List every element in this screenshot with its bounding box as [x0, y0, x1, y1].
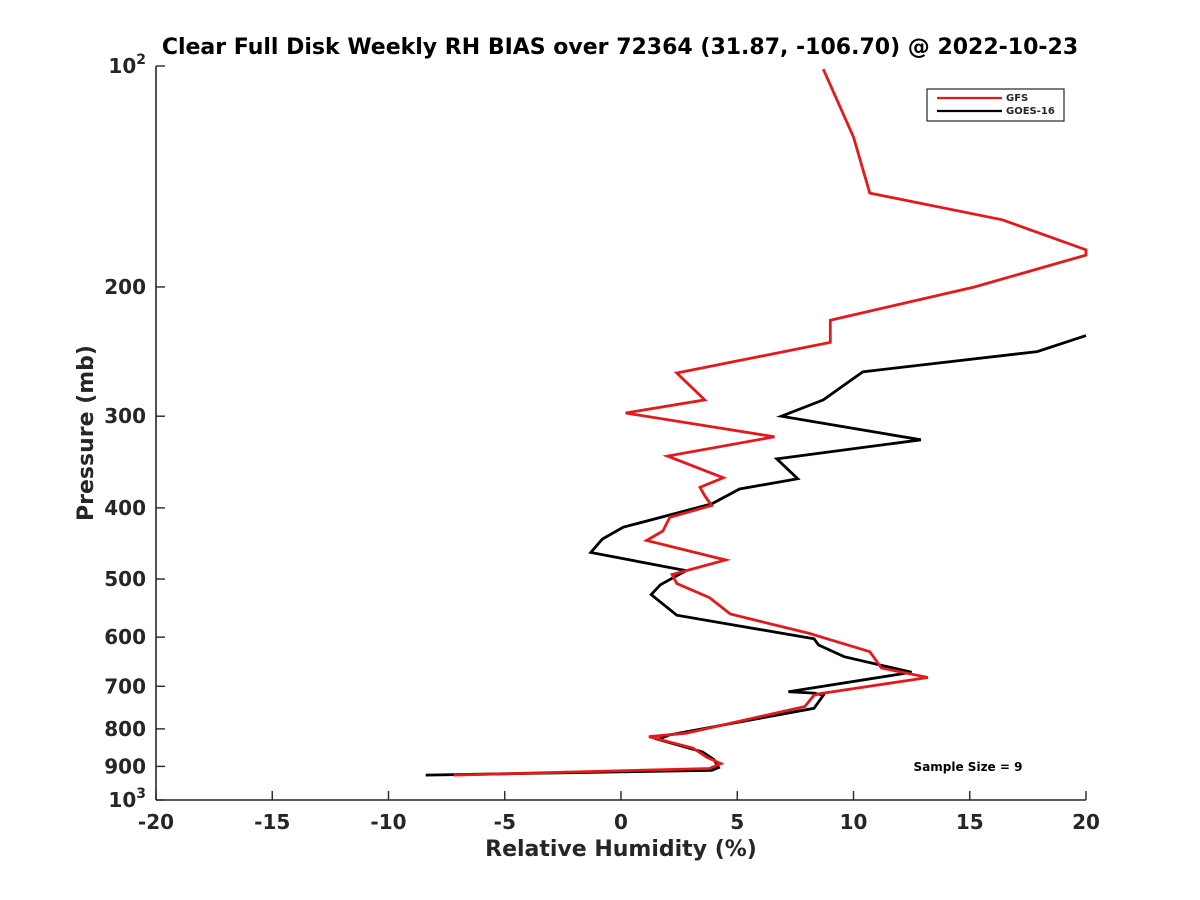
series-layer — [425, 68, 1088, 777]
sample-size-annotation: Sample Size = 9 — [914, 760, 1023, 774]
y-tick-label: 600 — [104, 625, 146, 649]
y-tick-label: 300 — [104, 404, 146, 428]
legend-label-goes16: GOES-16 — [1006, 106, 1055, 117]
x-tick-label: 5 — [730, 810, 744, 834]
x-tick-label: -20 — [138, 810, 174, 834]
x-tick-label: -5 — [494, 810, 516, 834]
y-axis-ticks: 102 200 300 400 500 600 700 800 900 103 — [104, 52, 165, 812]
x-tick-label: 0 — [614, 810, 628, 834]
x-tick-label: -15 — [254, 810, 290, 834]
y-tick-label: 700 — [104, 674, 146, 698]
x-axis-label: Relative Humidity (%) — [485, 837, 757, 862]
x-tick-label: 20 — [1072, 810, 1100, 834]
y-tick-label: 800 — [104, 717, 146, 741]
x-axis-ticks: -20 -15 -10 -5 0 5 10 15 20 — [138, 791, 1100, 834]
plot-background — [156, 66, 1086, 800]
y-tick-label: 200 — [104, 275, 146, 299]
y-tick-label: 103 — [108, 786, 146, 812]
y-tick-label: 500 — [104, 567, 146, 591]
y-tick-label: 400 — [104, 496, 146, 520]
chart-title: Clear Full Disk Weekly RH BIAS over 7236… — [162, 35, 1078, 60]
series-line-gfs — [453, 68, 1088, 777]
legend-label-gfs: GFS — [1006, 93, 1028, 104]
y-axis-label: Pressure (mb) — [74, 345, 99, 521]
x-tick-label: 15 — [956, 810, 984, 834]
x-tick-label: -10 — [370, 810, 406, 834]
y-tick-label: 900 — [104, 754, 146, 778]
legend-box — [926, 88, 1065, 122]
x-tick-label: 10 — [840, 810, 868, 834]
legend: GFS GOES-16 — [926, 88, 1065, 122]
plot-area — [155, 66, 1088, 801]
y-tick-label: 102 — [108, 52, 146, 78]
